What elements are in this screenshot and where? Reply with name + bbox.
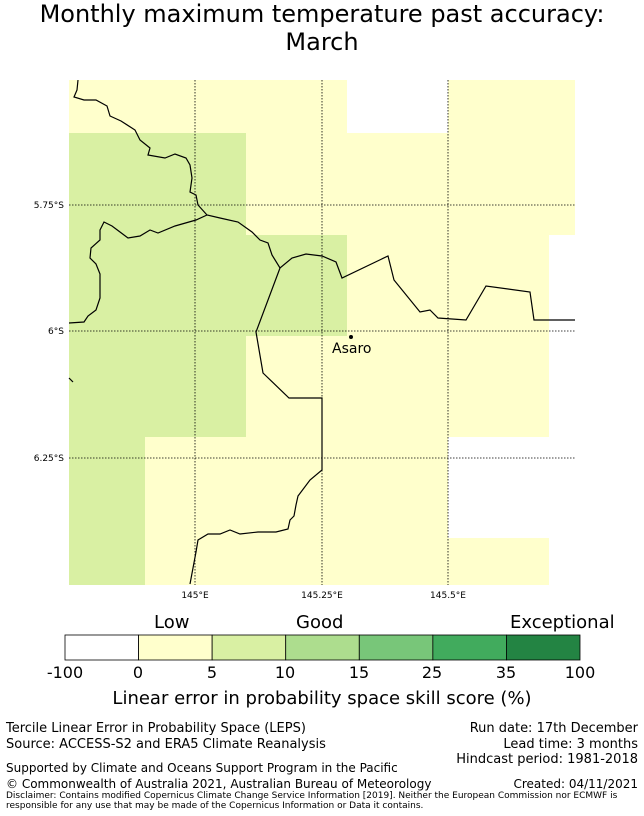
colorbar-segment [506, 634, 581, 661]
colorbar-segment [138, 634, 213, 661]
colorbar-word-exceptional: Exceptional [510, 612, 615, 633]
footer-supported: Supported by Climate and Oceans Support … [6, 761, 398, 775]
coastline-path [68, 214, 208, 324]
place-marker [349, 335, 353, 339]
colorbar-tick: 35 [495, 663, 517, 682]
lat-label: 5.75°S [34, 201, 65, 211]
lat-label: 6.25°S [34, 454, 65, 464]
footer-created: Created: 04/11/2021 [513, 777, 638, 791]
grid-cell [145, 437, 448, 585]
map-title: Monthly maximum temperature past accurac… [0, 0, 644, 56]
coastline-path [73, 79, 575, 321]
colorbar-word-low: Low [154, 612, 190, 633]
footer-disclaimer-1: Disclaimer: Contains modified Copernicus… [6, 791, 618, 801]
footer-source: Source: ACCESS-S2 and ERA5 Climate Reana… [6, 737, 326, 752]
colorbar-tick: 100 [564, 663, 596, 682]
footer-method: Tercile Linear Error in Probability Spac… [6, 721, 306, 736]
colorbar-tick: 10 [274, 663, 296, 682]
place-label: Asaro [332, 341, 371, 357]
colorbar-tick: 25 [421, 663, 443, 682]
colorbar-segment [211, 634, 287, 661]
title-line-1: Monthly maximum temperature past accurac… [39, 0, 605, 28]
lon-label: 145°E [181, 591, 209, 601]
gridlines [69, 80, 575, 585]
footer-copyright: © Commonwealth of Australia 2021, Austra… [6, 777, 432, 791]
colorbar-segment [358, 634, 434, 661]
border-path [189, 267, 323, 585]
title-line-2: March [285, 28, 359, 56]
colorbar-tick: -100 [46, 663, 84, 682]
grid-cell [246, 336, 347, 437]
colorbar-segment [432, 634, 507, 661]
grid-cell [448, 538, 549, 585]
colorbar-tick: 0 [132, 663, 144, 682]
footer-run-date: Run date: 17th December [469, 721, 638, 736]
coastline [68, 79, 575, 585]
grid-cell [69, 133, 246, 437]
colorbar-tick: 5 [206, 663, 218, 682]
lon-label: 145.5°E [430, 591, 466, 601]
lon-label: 145.25°E [301, 591, 343, 601]
footer-lead-time: Lead time: 3 months [503, 737, 638, 752]
colorbar-segment [64, 634, 139, 661]
colorbar-tick: 15 [348, 663, 370, 682]
grid-cell [448, 80, 575, 133]
grid-cell [69, 437, 145, 585]
lat-label: 6°S [48, 327, 64, 337]
colorbar [64, 634, 581, 661]
footer-hindcast: Hindcast period: 1981-2018 [456, 752, 638, 767]
footer-disclaimer-2: responsible for any use that may be made… [6, 801, 424, 811]
coastline-path [68, 377, 74, 383]
grid-cell [69, 80, 347, 133]
grid-cell [246, 235, 347, 336]
colorbar-word-good: Good [296, 612, 344, 633]
colorbar-label: Linear error in probability space skill … [112, 688, 532, 709]
grid-cell [246, 133, 575, 235]
skill-grid [69, 80, 575, 585]
colorbar-segment [285, 634, 360, 661]
